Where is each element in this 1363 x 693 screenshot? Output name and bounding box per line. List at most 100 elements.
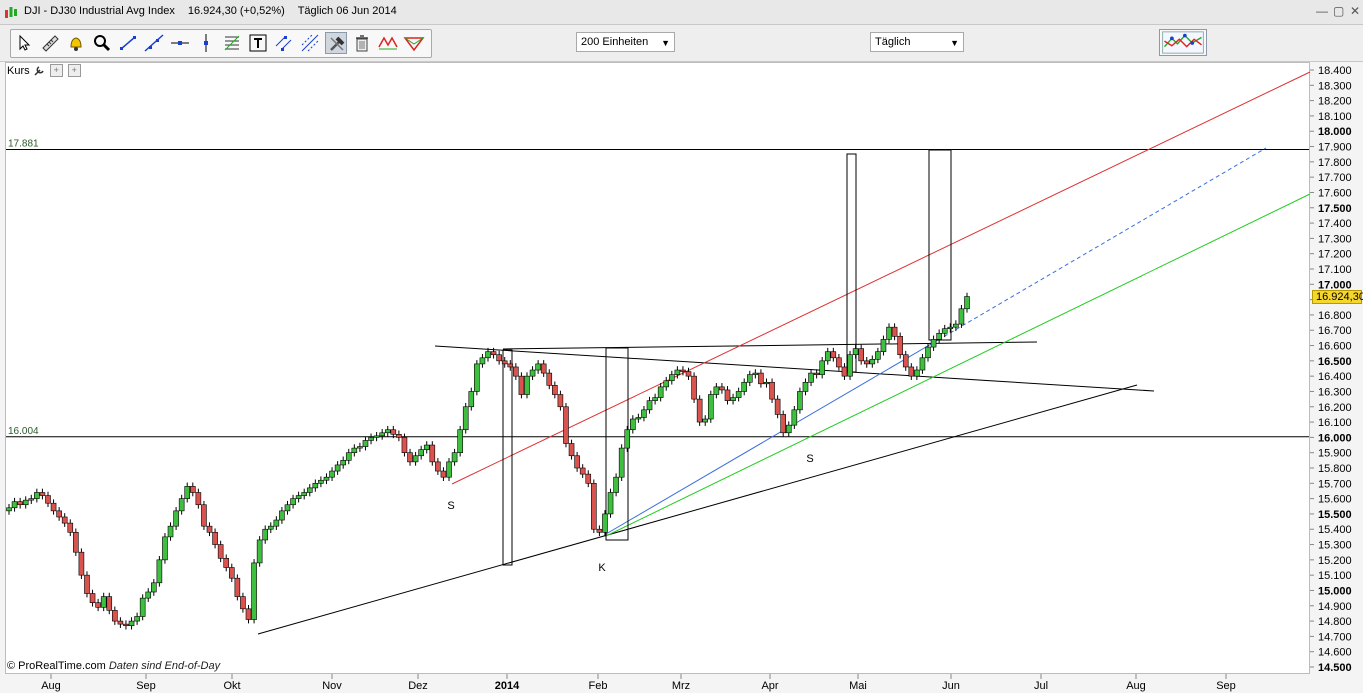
y-axis: 14.500 14.600 14.700 14.800 14.900 15.000 15.1… — [1310, 65, 1352, 674]
candle-body — [847, 354, 853, 377]
y-tick-label: 17.400 — [1318, 218, 1352, 230]
candle-body — [351, 447, 358, 453]
candle-body — [267, 525, 274, 530]
blue-dashed-projection — [937, 147, 1267, 341]
candle-body — [139, 597, 146, 617]
y-tick-label: 15.700 — [1318, 478, 1352, 490]
x-tick-label: Aug — [41, 680, 61, 692]
candle-body — [362, 440, 369, 447]
candle-body — [914, 369, 920, 377]
y-tick-label: 14.800 — [1318, 616, 1352, 628]
fibonacci-tool[interactable] — [221, 32, 243, 54]
candle-body — [958, 308, 965, 325]
candle-body — [524, 375, 530, 395]
y-tick-label: 18.400 — [1318, 65, 1352, 77]
y-tick-label: 17.600 — [1318, 187, 1352, 199]
candle-body — [217, 544, 224, 559]
period-select[interactable]: Täglich ▼ — [870, 32, 964, 52]
candle-body — [546, 372, 553, 386]
text-tool[interactable] — [247, 32, 269, 54]
candle-body — [785, 424, 792, 434]
level-label: 17.881 — [8, 138, 39, 149]
candle-body — [652, 397, 658, 401]
line-extend-tool[interactable] — [143, 32, 165, 54]
candle-body — [89, 593, 96, 604]
candle-body — [485, 351, 491, 359]
candle-body — [106, 596, 113, 611]
symbol-name: DJI - DJ30 Industrial Avg Index — [24, 5, 175, 17]
chart-area[interactable] — [5, 62, 1310, 674]
ruler-icon — [42, 35, 59, 52]
candle-body — [50, 502, 57, 512]
candle-body — [925, 346, 931, 359]
resistance-trendline — [434, 345, 1155, 392]
chevron-down-icon: ▼ — [661, 38, 670, 48]
horizontal-line-icon — [171, 41, 189, 45]
pointer-icon — [19, 34, 31, 51]
candle-body — [195, 492, 202, 506]
hammer-tool[interactable] — [325, 32, 347, 54]
channel-tool[interactable] — [299, 32, 321, 54]
candle-body — [240, 596, 246, 610]
x-tick-label: Apr — [761, 680, 778, 692]
y-tick-label: 16.500 — [1318, 356, 1352, 368]
candle-body — [791, 409, 798, 426]
vertical-line-tool[interactable] — [195, 32, 217, 54]
y-tick-label: 18.100 — [1318, 111, 1352, 123]
legend-button-2[interactable]: + — [67, 64, 81, 77]
candle-body — [780, 414, 786, 434]
wrench-icon[interactable] — [33, 65, 45, 77]
close-button[interactable]: ✕ — [1350, 4, 1361, 18]
candle-body — [886, 326, 892, 340]
candle-body — [151, 582, 157, 593]
ruler-tool[interactable] — [39, 32, 61, 54]
trendline-tool[interactable] — [117, 32, 139, 54]
fan-tool[interactable] — [403, 32, 425, 54]
level-label: 16.004 — [8, 426, 39, 437]
y-tick-label: 15.500 — [1318, 509, 1352, 521]
candle-body — [602, 513, 608, 533]
candle-body — [858, 348, 864, 362]
candle-body — [184, 486, 191, 499]
minimize-button[interactable]: — — [1316, 4, 1328, 18]
pointer-tool[interactable] — [13, 32, 35, 54]
candle-body — [95, 602, 101, 608]
drawing-toolbar: 200 Einheiten ▼ Täglich ▼ — [0, 25, 1363, 62]
candle-body — [6, 507, 12, 512]
candle-body — [891, 326, 898, 337]
zoom-tool[interactable] — [91, 32, 113, 54]
candle-body — [429, 444, 436, 463]
candle-body — [813, 372, 820, 375]
candle-body — [435, 461, 441, 472]
candle-body — [563, 406, 569, 444]
candle-body — [663, 380, 670, 388]
parallel-tool[interactable] — [273, 32, 295, 54]
candle-body — [145, 591, 152, 599]
restore-button[interactable]: ▢ — [1333, 4, 1345, 18]
pattern-annotation: S — [447, 500, 454, 512]
trash-tool[interactable] — [351, 32, 373, 54]
y-tick-label: 17.300 — [1318, 233, 1352, 245]
candle-body — [61, 516, 68, 524]
candle-body — [836, 357, 842, 368]
candle-body — [574, 455, 580, 469]
candle-body — [953, 323, 959, 328]
candle-body — [752, 372, 759, 375]
legend-button-1[interactable]: + — [49, 64, 63, 77]
period-date: Täglich 06 Jun 2014 — [297, 5, 397, 17]
units-select[interactable]: 200 Einheiten ▼ — [576, 32, 675, 52]
x-tick-label: Okt — [223, 680, 240, 692]
candle-body — [830, 351, 837, 359]
horizontal-line-tool[interactable] — [169, 32, 191, 54]
chevron-down-icon: ▼ — [950, 38, 959, 48]
y-tick-label: 17.500 — [1318, 203, 1352, 215]
candle-body — [579, 467, 586, 475]
pattern-tool[interactable] — [377, 32, 399, 54]
indicators-button[interactable] — [1159, 29, 1207, 56]
alarm-tool[interactable] — [65, 32, 87, 54]
candle-body — [880, 339, 887, 352]
candle-body — [251, 562, 257, 620]
candle-body — [501, 360, 508, 365]
fibonacci-icon — [224, 35, 240, 51]
